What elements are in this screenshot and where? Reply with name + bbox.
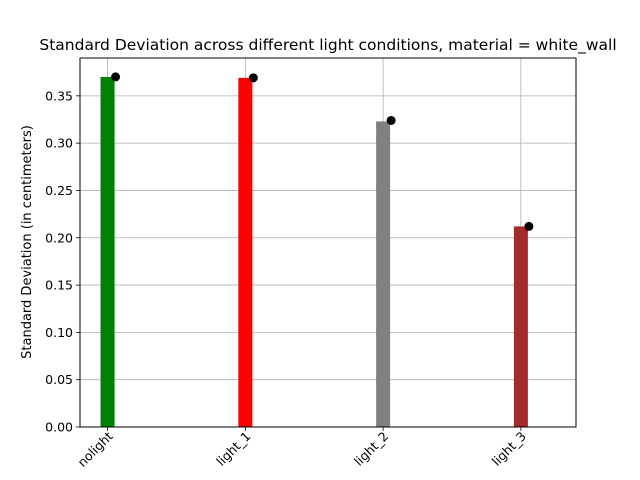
bar-light_3 xyxy=(513,226,528,427)
bar-nolight xyxy=(100,76,115,427)
marker-light_1 xyxy=(248,73,258,83)
bars xyxy=(100,76,528,428)
y-tick-label: 0.10 xyxy=(45,325,73,340)
grid-lines xyxy=(80,58,576,428)
y-tick-label: 0.25 xyxy=(45,183,73,198)
y-tick-label: 0.15 xyxy=(45,278,73,293)
plot-frame xyxy=(79,57,577,428)
chart-title: Standard Deviation across different ligh… xyxy=(39,36,616,55)
bar-light_2 xyxy=(376,121,391,428)
y-tick-label: 0.00 xyxy=(45,420,73,435)
bar-light_1 xyxy=(238,77,253,427)
x-tick-label-light_2: light_2 xyxy=(351,429,391,469)
y-tick-label: 0.35 xyxy=(45,88,73,103)
value-markers xyxy=(111,72,534,231)
x-tick-label-nolight: nolight xyxy=(74,428,115,469)
y-tick-label: 0.30 xyxy=(45,136,73,151)
y-tick-label: 0.05 xyxy=(45,372,73,387)
marker-light_2 xyxy=(386,115,396,125)
marker-nolight xyxy=(111,72,121,82)
y-axis-label: Standard Deviation (in centimeters) xyxy=(20,125,35,359)
y-axis-ticks: 0.00 0.05 0.10 0.15 0.20 0.25 0.30 0.35 xyxy=(45,88,80,435)
x-tick-label-light_1: light_1 xyxy=(213,429,253,469)
marker-light_3 xyxy=(524,221,534,231)
y-tick-label: 0.20 xyxy=(45,230,73,245)
x-axis-ticks: nolight light_1 light_2 light_3 xyxy=(74,427,529,470)
x-tick-label-light_3: light_3 xyxy=(489,429,529,469)
